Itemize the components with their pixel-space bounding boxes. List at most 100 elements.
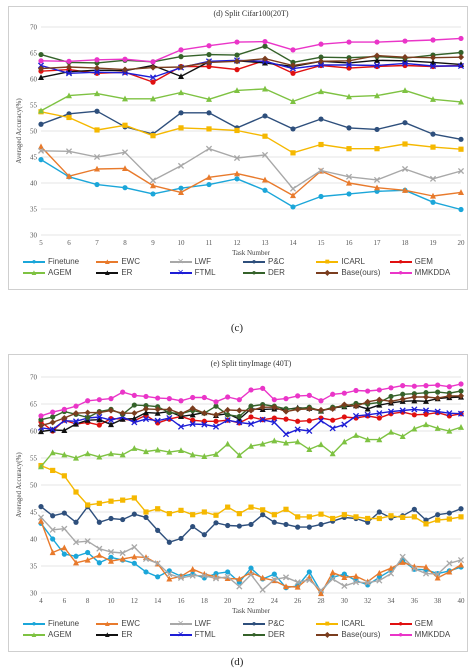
data-point (206, 110, 212, 116)
data-point (85, 414, 91, 421)
data-point (120, 516, 126, 523)
data-point (121, 149, 129, 156)
data-point (247, 420, 255, 428)
data-point (178, 507, 184, 513)
data-point (201, 410, 208, 417)
legend-item-finetune: ● Finetune (23, 619, 96, 628)
data-point (213, 512, 219, 518)
data-point (283, 506, 289, 512)
data-point (260, 385, 266, 391)
x-axis-label: Task Number (232, 249, 270, 257)
data-point (295, 524, 301, 530)
y-axis-label: Averaged Accuracy(%) (15, 98, 23, 164)
data-point (290, 47, 296, 53)
data-point (306, 418, 312, 424)
data-point (400, 383, 406, 389)
data-point (271, 512, 277, 518)
data-point (38, 417, 44, 423)
data-point (411, 425, 418, 432)
data-point (225, 394, 231, 400)
data-point (458, 98, 464, 105)
data-point (373, 176, 381, 183)
data-point (236, 452, 243, 458)
data-point (402, 87, 408, 94)
data-point (94, 108, 100, 114)
data-point (96, 545, 103, 552)
legend-swatch: ✕ (169, 257, 192, 266)
data-point (206, 96, 212, 102)
legend-cifar100: ● Finetune ▲ EWC ✕ LWF ● P&C ■ ICARL ● GEM ▲ AGEM ▲ ER ✕… (23, 257, 463, 277)
data-point (283, 439, 289, 446)
data-point (178, 73, 184, 79)
data-point (345, 173, 353, 180)
data-point (224, 417, 231, 424)
legend-swatch: ● (243, 630, 265, 639)
data-point (122, 185, 128, 191)
data-point (166, 575, 173, 582)
data-point (423, 521, 429, 527)
data-point (352, 579, 360, 586)
legend-swatch: ● (389, 619, 412, 628)
legend-item-er: ▲ ER (96, 268, 169, 277)
data-point (318, 511, 324, 517)
data-point (190, 523, 196, 530)
data-point (178, 125, 184, 131)
data-point (411, 397, 418, 404)
data-point (61, 427, 68, 434)
legend-label: ICARL (341, 257, 365, 266)
x-tick-label: 14 (154, 597, 162, 605)
legend-swatch: ● (389, 268, 412, 277)
x-tick-label: 18 (402, 239, 410, 247)
data-point (38, 121, 44, 127)
legend-swatch: ◆ (316, 268, 339, 277)
data-point (352, 412, 360, 419)
data-point (446, 516, 452, 522)
x-tick-label: 14 (290, 239, 298, 247)
data-point (84, 409, 91, 416)
data-point (119, 451, 126, 458)
legend-label: P&C (268, 619, 285, 628)
data-point (411, 412, 417, 418)
x-tick-label: 4 (39, 597, 43, 605)
data-point (295, 393, 301, 399)
x-tick-label: 13 (262, 239, 270, 247)
data-point (96, 519, 102, 525)
data-point (189, 572, 196, 579)
data-point (353, 432, 359, 438)
data-point (131, 560, 137, 566)
series-line (40, 147, 462, 190)
data-point (213, 570, 219, 577)
data-point (38, 428, 44, 435)
data-point (430, 144, 436, 150)
y-tick-label: 70 (30, 24, 38, 32)
data-point (73, 420, 79, 427)
data-point (341, 582, 348, 590)
y-tick-label: 45 (30, 509, 38, 517)
data-point (446, 410, 453, 417)
data-point (400, 514, 406, 520)
series-p-c (38, 108, 464, 142)
legend-item-ewc: ▲ EWC (96, 257, 169, 266)
data-point (435, 517, 441, 523)
legend-label: FTML (194, 268, 216, 277)
data-point (37, 147, 45, 154)
data-point (262, 43, 268, 49)
data-point (388, 393, 394, 400)
data-point (365, 388, 371, 394)
y-tick-label: 45 (30, 154, 38, 162)
data-point (306, 524, 312, 530)
series-mmkdda (38, 35, 464, 65)
x-tick-label: 38 (434, 597, 442, 605)
data-point (429, 54, 437, 61)
data-point (155, 527, 161, 533)
data-point (329, 569, 336, 576)
legend-label: EWC (121, 257, 140, 266)
data-point (94, 127, 100, 133)
legend-label: AGEM (48, 630, 72, 639)
legend-label: MMKDDA (414, 630, 451, 639)
data-point (430, 131, 436, 137)
data-point (190, 394, 196, 401)
series-icarl (38, 462, 464, 527)
data-point (236, 397, 242, 403)
data-point (259, 574, 266, 581)
